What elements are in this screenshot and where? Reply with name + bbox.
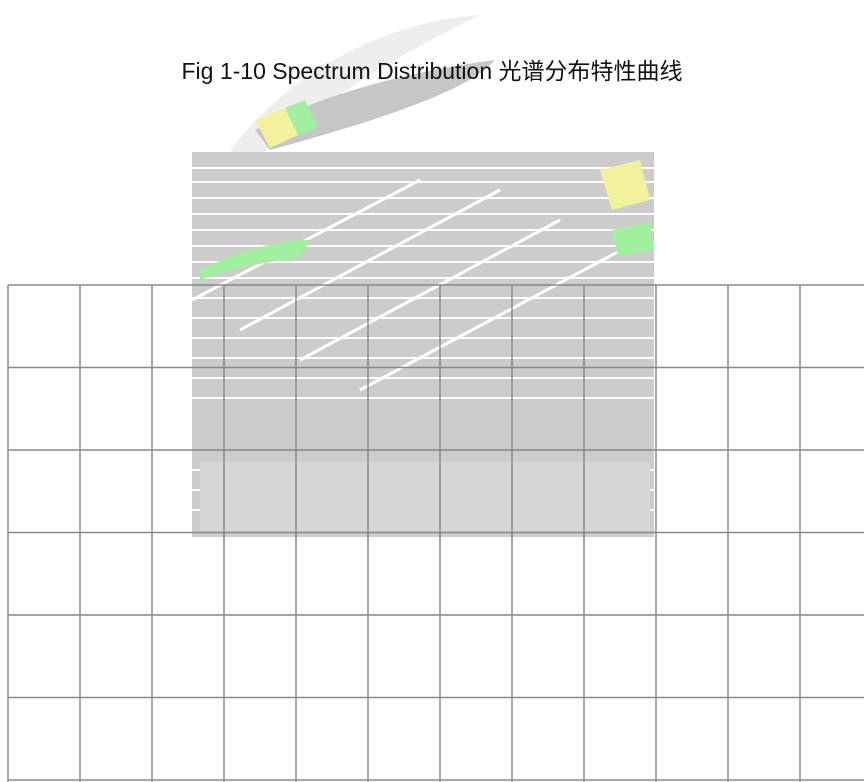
chart-title: Fig 1-10 Spectrum Distribution 光谱分布特性曲线 bbox=[181, 58, 683, 84]
chart-grid bbox=[7, 284, 864, 782]
